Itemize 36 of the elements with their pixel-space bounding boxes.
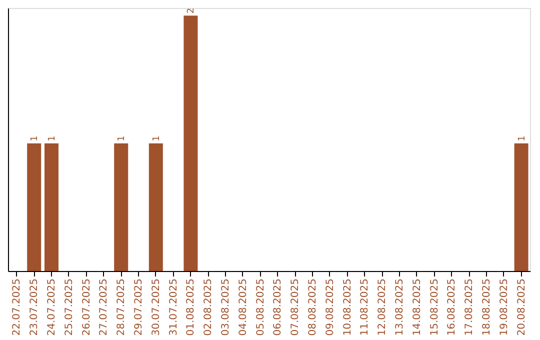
x-tick-label: 25.07.2025 xyxy=(64,278,75,336)
x-tick-label: 28.07.2025 xyxy=(116,278,128,336)
x-tick-label: 06.08.2025 xyxy=(272,278,284,336)
x-tick-label: 24.07.2025 xyxy=(46,278,58,336)
x-tick-label: 14.08.2025 xyxy=(412,278,423,336)
x-tick-label: 20.08.2025 xyxy=(516,278,528,336)
x-tick-label: 10.08.2025 xyxy=(342,278,354,336)
x-tick-label: 27.07.2025 xyxy=(98,278,110,336)
x-tick-label: 07.08.2025 xyxy=(290,278,302,336)
data-label: 2 xyxy=(186,8,197,14)
x-tick-label: 11.08.2025 xyxy=(360,278,371,336)
data-label: 1 xyxy=(117,136,128,142)
x-tick-label: 17.08.2025 xyxy=(464,278,476,336)
x-tick-label: 23.07.2025 xyxy=(29,278,40,336)
data-label: 1 xyxy=(30,136,40,142)
x-tick-label: 03.08.2025 xyxy=(220,278,232,336)
x-tick-label: 04.08.2025 xyxy=(238,278,249,336)
data-label: 1 xyxy=(48,136,58,142)
x-tick-label: 22.07.2025 xyxy=(12,278,23,336)
data-label: 1 xyxy=(152,136,162,142)
x-tick-label: 16.08.2025 xyxy=(446,278,458,336)
x-tick-label: 26.07.2025 xyxy=(81,278,92,336)
x-tick-label: 05.08.2025 xyxy=(255,278,266,336)
x-tick-label: 13.08.2025 xyxy=(394,278,406,336)
x-tick-label: 02.08.2025 xyxy=(203,278,214,336)
x-tick-label: 30.07.2025 xyxy=(150,278,162,336)
x-tick-label: 09.08.2025 xyxy=(324,278,336,336)
x-tick-label: 01.08.2025 xyxy=(186,278,197,336)
x-tick-label: 15.08.2025 xyxy=(429,278,440,336)
x-tick-label: 31.07.2025 xyxy=(168,278,180,336)
x-tick-label: 29.07.2025 xyxy=(134,278,144,336)
x-tick-label: 12.08.2025 xyxy=(377,278,388,336)
data-label: 1 xyxy=(517,136,528,142)
x-tick-label: 08.08.2025 xyxy=(308,278,318,336)
x-tick-label: 19.08.2025 xyxy=(498,278,510,336)
x-tick-label: 18.08.2025 xyxy=(482,278,492,336)
